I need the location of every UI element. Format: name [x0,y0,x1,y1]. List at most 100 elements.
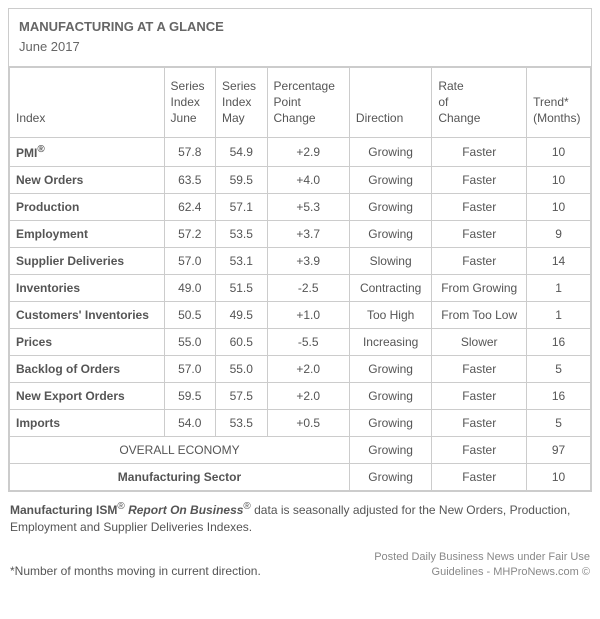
cell-trend: 10 [527,193,591,220]
cell-may: 53.5 [216,409,268,436]
cell-may: 51.5 [216,274,268,301]
cell-june: 62.4 [164,193,216,220]
cell-trend: 14 [527,247,591,274]
cell-label: PMI® [10,137,165,166]
summary-label: Manufacturing Sector [10,463,350,490]
title-block: MANUFACTURING AT A GLANCE June 2017 [9,9,591,67]
cell-may: 57.5 [216,382,268,409]
cell-june: 57.0 [164,355,216,382]
cell-rate: From Too Low [432,301,527,328]
summary-row: Manufacturing SectorGrowingFaster10 [10,463,591,490]
cell-trend: 10 [527,166,591,193]
cell-trend: 10 [527,137,591,166]
table-row: Backlog of Orders57.055.0+2.0GrowingFast… [10,355,591,382]
cell-label: Imports [10,409,165,436]
table-row: New Orders63.559.5+4.0GrowingFaster10 [10,166,591,193]
table-row: Employment57.253.5+3.7GrowingFaster9 [10,220,591,247]
footnote: *Number of months moving in current dire… [10,563,261,580]
cell-rate: From Growing [432,274,527,301]
cell-june: 63.5 [164,166,216,193]
table-row: Imports54.053.5+0.5GrowingFaster5 [10,409,591,436]
cell-may: 53.5 [216,220,268,247]
cell-label: Production [10,193,165,220]
cell-pct: +4.0 [267,166,349,193]
col-rate: RateofChange [432,68,527,138]
table-row: New Export Orders59.557.5+2.0GrowingFast… [10,382,591,409]
cell-pct: +2.0 [267,382,349,409]
cell-trend: 16 [527,382,591,409]
cell-rate: Faster [432,463,527,490]
cell-rate: Faster [432,137,527,166]
col-may: SeriesIndexMay [216,68,268,138]
cell-direction: Growing [349,436,431,463]
cell-pct: +1.0 [267,301,349,328]
cell-trend: 5 [527,409,591,436]
cell-pct: +2.0 [267,355,349,382]
cell-may: 59.5 [216,166,268,193]
header-row: Index SeriesIndexJune SeriesIndexMay Per… [10,68,591,138]
table-body: PMI®57.854.9+2.9GrowingFaster10New Order… [10,137,591,490]
cell-direction: Increasing [349,328,431,355]
col-index: Index [10,68,165,138]
cell-pct: +5.3 [267,193,349,220]
cell-pct: +0.5 [267,409,349,436]
report-subtitle: June 2017 [19,39,80,54]
cell-june: 57.0 [164,247,216,274]
cell-rate: Faster [432,355,527,382]
cell-trend: 1 [527,301,591,328]
cell-rate: Faster [432,220,527,247]
table-row: Inventories49.051.5-2.5ContractingFrom G… [10,274,591,301]
report-title: MANUFACTURING AT A GLANCE [19,19,224,34]
cell-direction: Too High [349,301,431,328]
cell-direction: Contracting [349,274,431,301]
table-row: Production62.457.1+5.3GrowingFaster10 [10,193,591,220]
cell-rate: Faster [432,166,527,193]
cell-rate: Faster [432,193,527,220]
cell-label: Prices [10,328,165,355]
col-direction: Direction [349,68,431,138]
cell-pct: +2.9 [267,137,349,166]
cell-label: Employment [10,220,165,247]
cell-may: 60.5 [216,328,268,355]
cell-may: 57.1 [216,193,268,220]
col-june: SeriesIndexJune [164,68,216,138]
cell-june: 55.0 [164,328,216,355]
table-row: Supplier Deliveries57.053.1+3.9SlowingFa… [10,247,591,274]
cell-june: 49.0 [164,274,216,301]
cell-trend: 10 [527,463,591,490]
table-row: Prices55.060.5-5.5IncreasingSlower16 [10,328,591,355]
glance-table: Index SeriesIndexJune SeriesIndexMay Per… [9,67,591,491]
cell-pct: -2.5 [267,274,349,301]
cell-direction: Growing [349,382,431,409]
cell-may: 54.9 [216,137,268,166]
cell-direction: Growing [349,463,431,490]
cell-label: New Orders [10,166,165,193]
cell-may: 53.1 [216,247,268,274]
cell-direction: Growing [349,355,431,382]
cell-june: 57.8 [164,137,216,166]
cell-direction: Growing [349,166,431,193]
cell-rate: Faster [432,382,527,409]
cell-may: 55.0 [216,355,268,382]
cell-june: 57.2 [164,220,216,247]
cell-direction: Growing [349,409,431,436]
cell-trend: 5 [527,355,591,382]
cell-label: New Export Orders [10,382,165,409]
cell-june: 50.5 [164,301,216,328]
cell-pct: -5.5 [267,328,349,355]
cell-label: Backlog of Orders [10,355,165,382]
cell-trend: 16 [527,328,591,355]
cell-label: Customers' Inventories [10,301,165,328]
cell-direction: Growing [349,193,431,220]
cell-rate: Slower [432,328,527,355]
cell-direction: Slowing [349,247,431,274]
col-pct: PercentagePointChange [267,68,349,138]
cell-june: 54.0 [164,409,216,436]
col-trend: Trend*(Months) [527,68,591,138]
cell-trend: 1 [527,274,591,301]
cell-rate: Faster [432,247,527,274]
cell-direction: Growing [349,220,431,247]
summary-row: OVERALL ECONOMYGrowingFaster97 [10,436,591,463]
cell-june: 59.5 [164,382,216,409]
summary-label: OVERALL ECONOMY [10,436,350,463]
